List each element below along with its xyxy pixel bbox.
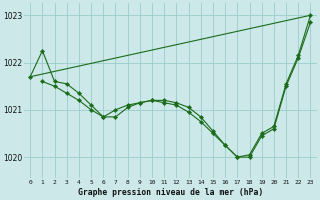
X-axis label: Graphe pression niveau de la mer (hPa): Graphe pression niveau de la mer (hPa) [78, 188, 263, 197]
